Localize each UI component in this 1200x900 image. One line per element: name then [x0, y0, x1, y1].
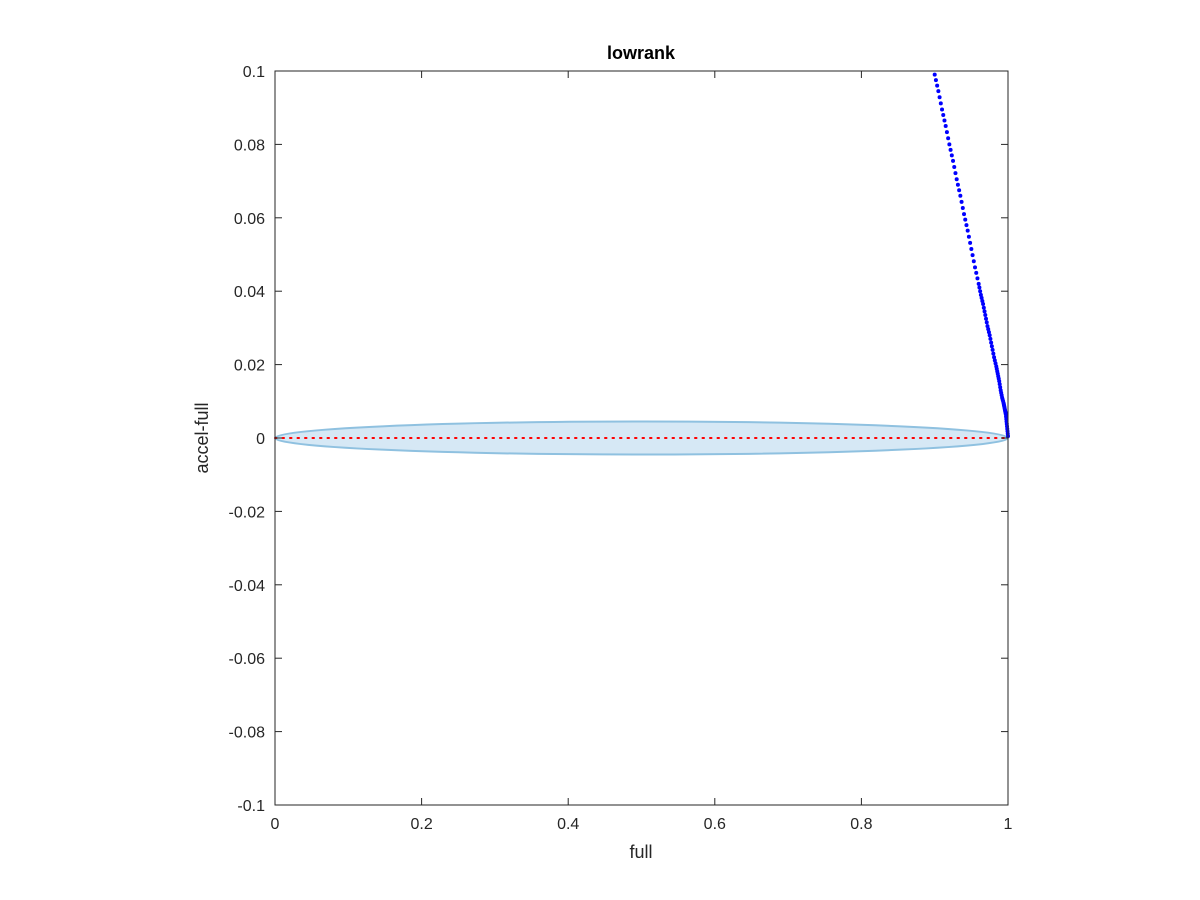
data-point [935, 83, 940, 88]
data-point [951, 158, 956, 163]
y-tick-label: 0.08 [234, 137, 265, 154]
data-point [942, 118, 947, 123]
data-point [941, 113, 946, 118]
data-point [998, 385, 1003, 390]
x-tick-label: 0 [271, 816, 280, 833]
data-point [946, 136, 951, 141]
data-point [984, 316, 989, 321]
data-point [985, 324, 990, 329]
data-point [976, 281, 981, 286]
data-point [953, 171, 958, 176]
data-point [960, 206, 965, 211]
data-point [987, 333, 992, 338]
data-point [981, 305, 986, 310]
data-point [977, 285, 982, 290]
data-point [949, 153, 954, 158]
y-tick-label: -0.02 [229, 504, 266, 521]
data-point [991, 351, 996, 356]
data-point [936, 89, 941, 94]
data-point [990, 347, 995, 352]
data-point [993, 361, 998, 366]
data-point [992, 358, 997, 363]
data-point [940, 107, 945, 112]
data-point [932, 72, 937, 77]
data-point [947, 142, 952, 147]
data-point [984, 320, 989, 325]
data-point [988, 336, 993, 341]
data-point [971, 259, 976, 264]
y-tick-label: -0.1 [237, 798, 265, 815]
data-point [983, 313, 988, 318]
data-point [948, 147, 953, 152]
data-point [954, 177, 959, 182]
x-axis: 0 0.2 0.4 0.6 0.8 1 [271, 71, 1013, 833]
data-point [933, 78, 938, 83]
data-point [968, 240, 973, 245]
data-point [973, 265, 978, 270]
data-point [937, 95, 942, 100]
data-point [992, 355, 997, 360]
data-point [944, 130, 949, 135]
y-axis: -0.1 -0.08 -0.06 -0.04 -0.02 0 0.02 0.04 0.06 0.0… [229, 64, 1008, 815]
data-point [959, 199, 964, 204]
data-point [957, 188, 962, 193]
data-point [964, 223, 969, 228]
data-point [997, 382, 1002, 387]
x-tick-label: 1 [1004, 816, 1013, 833]
data-point [974, 270, 979, 275]
y-tick-label: 0.04 [234, 284, 265, 301]
data-point [979, 295, 984, 300]
data-point [963, 217, 968, 222]
data-point [970, 253, 975, 258]
data-point [980, 298, 985, 303]
data-point [966, 234, 971, 239]
data-point [958, 193, 963, 198]
data-point [989, 344, 994, 349]
y-tick-label: 0.06 [234, 211, 265, 228]
x-tick-label: 0.8 [850, 816, 872, 833]
data-point [997, 379, 1002, 384]
data-point [943, 124, 948, 129]
data-point [981, 302, 986, 307]
chart-title: lowrank [607, 43, 676, 63]
y-tick-label: -0.04 [229, 578, 266, 595]
data-point [965, 228, 970, 233]
data-point [982, 309, 987, 314]
data-points [932, 72, 1010, 439]
x-axis-label: full [629, 842, 652, 862]
data-point [989, 340, 994, 345]
y-tick-label: 0.1 [243, 64, 265, 81]
data-point [978, 292, 983, 297]
data-point [962, 212, 967, 217]
y-tick-label: -0.08 [229, 725, 266, 742]
data-point [938, 101, 943, 106]
data-point [969, 246, 974, 251]
data-point [975, 276, 980, 281]
y-axis-label: accel-full [192, 402, 212, 473]
data-point [986, 330, 991, 335]
y-tick-label: 0.02 [234, 358, 265, 375]
x-tick-label: 0.6 [704, 816, 726, 833]
data-point [986, 327, 991, 332]
y-tick-label: 0 [256, 431, 265, 448]
data-point [952, 165, 957, 170]
x-tick-label: 0.2 [410, 816, 432, 833]
y-tick-label: -0.06 [229, 651, 266, 668]
data-point [955, 182, 960, 187]
x-tick-label: 0.4 [557, 816, 579, 833]
data-point [978, 289, 983, 294]
